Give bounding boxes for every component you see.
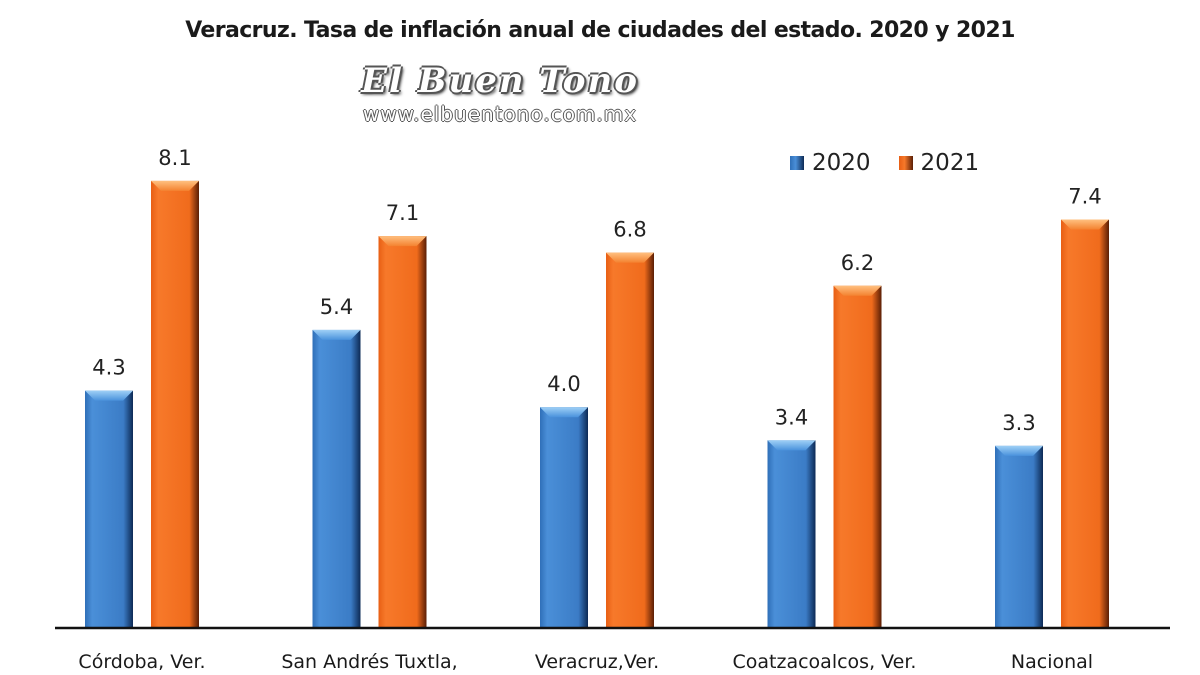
bar-bevel [151,180,199,191]
value-label-2021-3: 6.2 [841,251,874,275]
bar-body [995,445,1043,628]
bar-bevel [85,390,133,401]
bar-2020-0 [85,390,133,628]
value-label-2020-4: 3.3 [1002,411,1035,435]
bars-layer [85,180,1109,628]
bar-body [540,407,588,628]
bar-body [767,440,816,628]
value-label-2020-1: 5.4 [320,295,353,319]
bar-body [151,180,199,628]
bar-bevel [606,252,654,263]
x-tick-label-1: San Andrés Tuxtla, [281,651,457,673]
legend-item-2020: 2020 [790,150,871,176]
bar-bevel [995,445,1043,456]
x-tick-label-0: Córdoba, Ver. [78,651,205,673]
bar-bevel [312,329,361,340]
bar-2020-3 [767,440,816,628]
legend-label-2021: 2021 [920,150,980,176]
bar-2020-4 [995,445,1043,628]
value-label-2020-2: 4.0 [547,372,580,396]
bar-2021-2 [606,252,654,628]
value-label-2021-1: 7.1 [386,201,419,225]
bar-body [606,252,654,628]
bar-body [312,329,361,628]
bar-2021-4 [1061,219,1109,628]
bar-body [85,390,133,628]
value-label-2021-0: 8.1 [158,146,191,170]
legend: 2020 2021 [790,150,979,176]
legend-swatch-2020 [790,156,804,170]
value-label-2021-2: 6.8 [613,218,646,242]
x-tick-labels-layer: Córdoba, Ver. San Andrés Tuxtla, Veracruz,… [78,651,1093,673]
bar-2021-3 [833,285,882,628]
value-labels-layer: 4.3 8.1 5.4 7.1 4.0 6.8 3.4 6.2 3.3 7.4 [92,146,1101,435]
bar-body [1061,219,1109,628]
value-label-2020-3: 3.4 [775,405,808,429]
bar-bevel [378,236,427,247]
bar-bevel [1061,219,1109,230]
bar-2021-0 [151,180,199,628]
value-label-2020-0: 4.3 [92,356,125,380]
bar-bevel [833,285,882,296]
chart-title: Veracruz. Tasa de inflación anual de ciu… [185,18,1015,43]
legend-swatch-2021 [898,156,913,170]
bar-body [378,236,427,628]
bar-body [833,285,882,628]
value-label-2021-4: 7.4 [1068,185,1101,209]
bar-bevel [540,407,588,418]
bar-2020-1 [312,329,361,628]
legend-label-2020: 2020 [812,150,871,176]
x-tick-label-4: Nacional [1011,651,1093,673]
x-tick-label-3: Coatzacoalcos, Ver. [733,651,917,673]
x-tick-label-2: Veracruz,Ver. [535,651,659,673]
bar-2020-2 [540,407,588,628]
legend-item-2021: 2021 [898,150,980,176]
bar-2021-1 [378,236,427,628]
bar-bevel [767,440,816,451]
